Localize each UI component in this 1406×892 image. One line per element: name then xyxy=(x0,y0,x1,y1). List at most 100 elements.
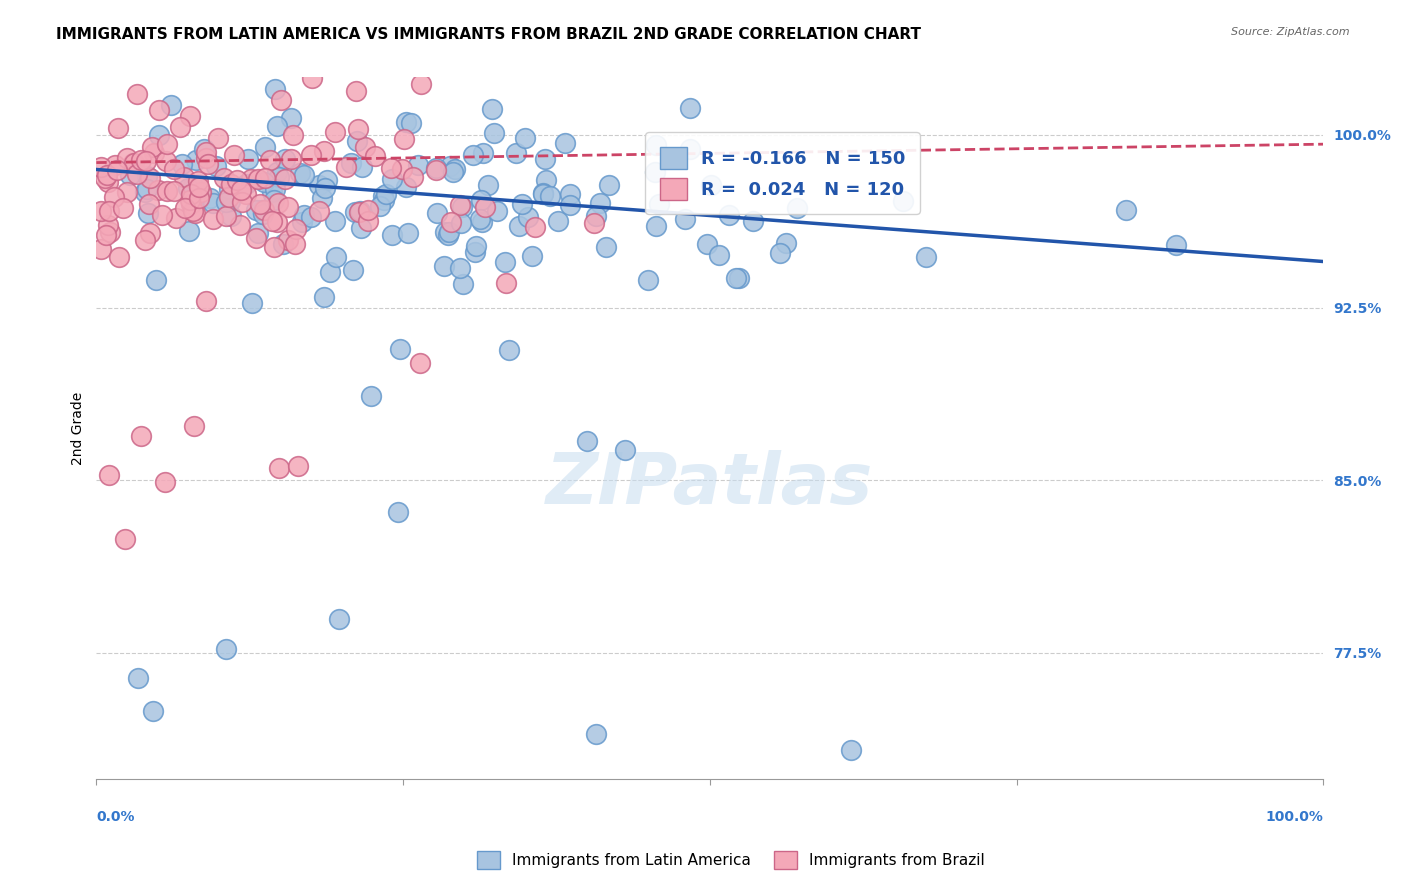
Point xyxy=(90,161,112,175)
Point xyxy=(589,195,612,210)
Point xyxy=(274,172,297,186)
Point xyxy=(284,222,307,236)
Point xyxy=(449,197,471,211)
Point xyxy=(453,277,475,291)
Point xyxy=(486,204,509,219)
Point xyxy=(90,203,112,218)
Point xyxy=(437,225,460,239)
Point xyxy=(357,214,380,228)
Point xyxy=(160,98,183,112)
Point xyxy=(263,193,285,207)
Point xyxy=(675,212,697,227)
Point xyxy=(395,179,418,194)
Point xyxy=(231,194,253,209)
Point xyxy=(576,434,599,448)
Point xyxy=(146,183,169,197)
Point xyxy=(107,120,129,135)
Point xyxy=(173,170,195,185)
Point xyxy=(481,102,503,116)
Point xyxy=(277,201,299,215)
Point xyxy=(291,215,314,229)
Point xyxy=(193,142,215,156)
Point xyxy=(598,178,620,192)
Point xyxy=(464,244,486,259)
Point xyxy=(145,273,167,287)
Point xyxy=(129,429,152,443)
Point xyxy=(98,226,121,240)
Point xyxy=(839,742,862,756)
Point xyxy=(245,230,267,244)
Point xyxy=(103,158,125,172)
Point xyxy=(135,154,157,169)
Point xyxy=(399,116,422,130)
Point xyxy=(523,220,546,235)
Point xyxy=(179,109,201,123)
Point xyxy=(183,178,205,193)
Point xyxy=(323,213,346,227)
Point xyxy=(373,194,395,208)
Legend: R = -0.166   N = 150, R =  0.024   N = 120: R = -0.166 N = 150, R = 0.024 N = 120 xyxy=(645,132,920,214)
Point xyxy=(678,102,700,116)
Point xyxy=(725,270,748,285)
Point xyxy=(240,296,263,310)
Point xyxy=(245,202,267,217)
Point xyxy=(274,152,297,166)
Point xyxy=(560,186,582,201)
Point xyxy=(219,194,242,209)
Point xyxy=(482,126,505,140)
Point xyxy=(148,103,170,118)
Point xyxy=(463,147,485,161)
Point xyxy=(465,239,488,253)
Point xyxy=(538,189,561,203)
Point xyxy=(360,389,382,403)
Point xyxy=(176,181,198,195)
Point xyxy=(354,140,377,154)
Point xyxy=(197,157,219,171)
Point xyxy=(498,343,520,358)
Point xyxy=(517,210,540,224)
Point xyxy=(471,146,494,161)
Point xyxy=(308,204,330,219)
Point xyxy=(195,151,218,165)
Point xyxy=(253,203,276,218)
Point xyxy=(235,177,257,191)
Text: ZIPatlas: ZIPatlas xyxy=(546,450,873,519)
Point xyxy=(188,179,211,194)
Point xyxy=(700,178,723,193)
Point xyxy=(299,211,322,225)
Point xyxy=(433,259,456,273)
Point xyxy=(319,265,342,279)
Point xyxy=(395,115,418,129)
Point xyxy=(368,199,391,213)
Point xyxy=(122,156,145,170)
Point xyxy=(98,204,121,219)
Point xyxy=(585,209,607,223)
Point xyxy=(637,272,659,286)
Point xyxy=(308,178,330,193)
Y-axis label: 2nd Grade: 2nd Grade xyxy=(72,392,86,465)
Point xyxy=(547,214,569,228)
Point xyxy=(325,251,347,265)
Point xyxy=(212,171,235,186)
Point xyxy=(267,195,290,210)
Point xyxy=(323,125,346,139)
Point xyxy=(381,227,404,242)
Point xyxy=(728,271,751,285)
Point xyxy=(381,171,404,186)
Point xyxy=(134,185,156,199)
Point xyxy=(200,191,222,205)
Point xyxy=(181,203,204,218)
Point xyxy=(163,162,186,177)
Point xyxy=(471,215,494,229)
Point xyxy=(477,178,499,193)
Point xyxy=(97,218,120,232)
Point xyxy=(505,146,527,161)
Point xyxy=(163,184,186,198)
Point xyxy=(96,168,118,182)
Point xyxy=(260,185,283,199)
Text: 100.0%: 100.0% xyxy=(1265,810,1323,824)
Point xyxy=(219,209,242,223)
Point xyxy=(231,183,253,197)
Point xyxy=(172,157,194,171)
Point xyxy=(350,221,373,235)
